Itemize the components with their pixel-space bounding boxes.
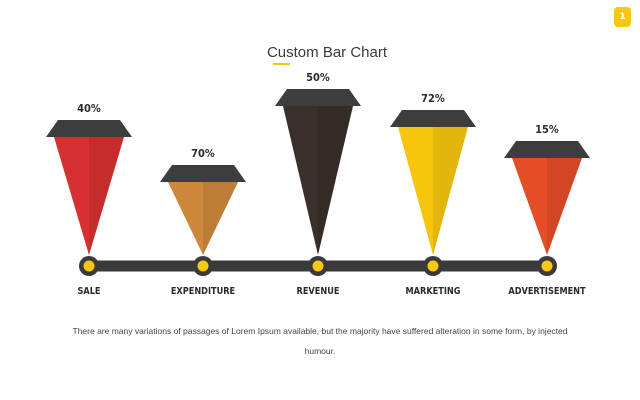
timeline-node-inner: [541, 260, 553, 272]
bar-cone-shade: [547, 158, 582, 255]
timeline-group: [79, 256, 557, 276]
bar-cone-shade: [203, 182, 238, 255]
bar-value-label: 15%: [535, 123, 559, 136]
bar-cone: [512, 158, 582, 255]
category-label: SALE: [77, 286, 100, 297]
page-number-badge: 1: [614, 7, 631, 27]
bar-cap: [504, 141, 590, 158]
timeline-node-inner: [312, 260, 324, 272]
category-label: REVENUE: [297, 286, 340, 297]
timeline-node-inner: [197, 260, 209, 272]
labels-group: 40% SALE 70% EXPENDITURE 50% REVENUE 72% MARKET…: [77, 71, 586, 297]
bar-cone-shade: [318, 106, 353, 255]
bar-cone-shade: [433, 127, 468, 255]
timeline-node-inner: [83, 260, 95, 272]
bars-group: [46, 89, 590, 255]
bar-cap: [160, 165, 246, 182]
chart-title: Custom Bar Chart: [266, 44, 388, 61]
category-label: EXPENDITURE: [171, 286, 235, 297]
bar-cap: [46, 120, 132, 137]
category-label: ADVERTISEMENT: [508, 286, 586, 297]
bar-value-label: 72%: [421, 92, 445, 105]
bar-cone: [54, 137, 124, 255]
category-label: MARKETING: [406, 286, 461, 297]
bar-cone: [283, 106, 353, 255]
bar-value-label: 40%: [77, 102, 101, 115]
title-underline: [273, 63, 290, 65]
bar-cone: [398, 127, 468, 255]
timeline-node-inner: [427, 260, 439, 272]
bar-cap: [275, 89, 361, 106]
caption-text: There are many variations of passages of…: [72, 326, 568, 356]
bar-cone-shade: [89, 137, 124, 255]
bar-value-label: 70%: [191, 147, 215, 160]
bar-value-label: 50%: [306, 71, 330, 84]
bar-cone: [168, 182, 238, 255]
bar-cap: [390, 110, 476, 127]
